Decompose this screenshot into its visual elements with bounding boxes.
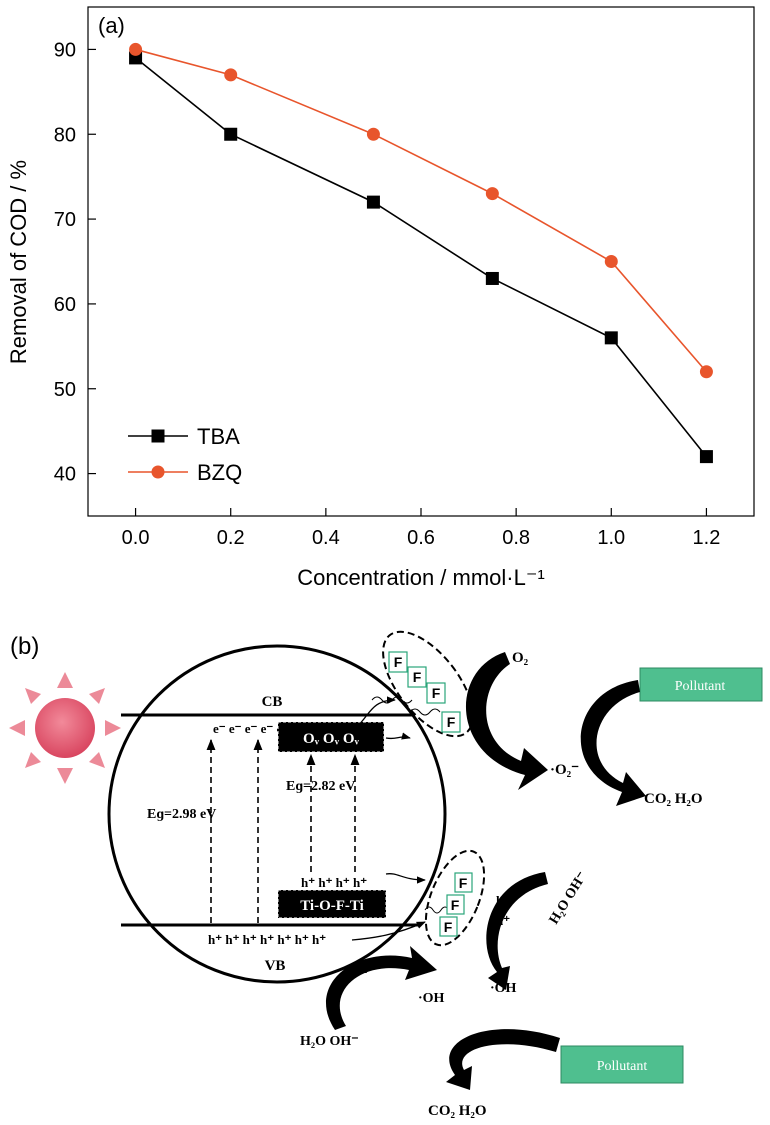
h2o-oh-label-left: H₂O OH⁻ bbox=[300, 1034, 359, 1049]
band-gap-2: Eɡ=2.82 eV bbox=[286, 779, 355, 794]
panel-a-line-chart: (a) 0.0 0.2 0.4 0.6 0.8 1.0 1.2 40 50 60 70 80 90 C… bbox=[6, 6, 755, 590]
hydroxyl-pathway-left: h⁺ ·OH H₂O OH⁻ bbox=[300, 946, 445, 1049]
y-tick-label: 40 bbox=[54, 464, 76, 486]
data-point-tba bbox=[604, 331, 618, 345]
h-plus-left: h⁺ bbox=[360, 961, 374, 976]
hydroxyl-pathway-right: H₂O OH⁻ h⁺ h⁺ ·OH bbox=[486, 869, 590, 996]
legend-label-bzq: BZQ bbox=[197, 460, 242, 485]
oh-radical-left: ·OH bbox=[418, 991, 445, 1006]
x-tick-label: 1.2 bbox=[693, 527, 721, 549]
fluorine-cluster-bottom: F F F bbox=[424, 849, 486, 947]
data-point-tba bbox=[485, 271, 499, 285]
x-tick-label: 0.8 bbox=[502, 527, 530, 549]
f-site-6: F bbox=[451, 897, 460, 913]
x-axis-label: Concentration / mmol·L⁻¹ bbox=[297, 565, 545, 590]
products-label-top: CO₂ H₂O bbox=[644, 791, 703, 807]
series-line-bzq bbox=[135, 48, 708, 373]
data-point-bzq bbox=[699, 365, 713, 379]
band-structure-circle bbox=[107, 644, 447, 984]
degradation-arrow-bottom bbox=[446, 1029, 560, 1090]
x-tick-label: 0.2 bbox=[217, 527, 245, 549]
y-tick-label: 80 bbox=[54, 124, 76, 146]
legend-marker-bzq bbox=[151, 465, 165, 479]
vb-holes: h⁺ h⁺ h⁺ h⁺ h⁺ h⁺ h⁺ bbox=[208, 932, 326, 947]
legend-label-tba: TBA bbox=[197, 424, 240, 449]
panel-b-mechanism-diagram: (b) CB VB e⁻ e⁻ e⁻ e⁻ e⁻ e⁻ e⁻ h⁺ h⁺ h⁺ … bbox=[9, 630, 763, 1119]
pollutant-box-bottom bbox=[560, 1045, 684, 1084]
data-point-tba bbox=[366, 195, 380, 209]
data-point-bzq bbox=[485, 187, 499, 201]
charge-transfer-arrows bbox=[344, 696, 426, 941]
ti-o-f-ti-label: Ti-O-F-Ti bbox=[300, 898, 364, 914]
band-gap-1: Eɡ=2.98 eV bbox=[147, 807, 216, 822]
h-plus-right-2: h⁺ bbox=[496, 913, 510, 928]
f-site-2: F bbox=[413, 669, 422, 685]
plot-frame bbox=[87, 6, 755, 517]
f-site-4: F bbox=[447, 714, 456, 730]
data-point-bzq bbox=[366, 127, 380, 141]
data-point-bzq bbox=[224, 68, 238, 82]
oxygen-label: O₂ bbox=[512, 650, 529, 666]
electron-1: e⁻ bbox=[474, 684, 486, 698]
degradation-arrow-top bbox=[580, 680, 646, 806]
series-line-tba bbox=[135, 57, 708, 458]
chart-legend: TBA BZQ bbox=[128, 424, 242, 485]
cb-label: CB bbox=[262, 694, 283, 710]
electron-2: e⁻ bbox=[474, 702, 486, 716]
pollutant-box-top bbox=[639, 667, 763, 702]
panel-b-label: (b) bbox=[10, 633, 39, 660]
data-point-bzq bbox=[129, 42, 143, 56]
data-point-tba bbox=[699, 450, 713, 464]
pollutant-label-bottom: Pollutant bbox=[597, 1059, 648, 1074]
y-tick-label: 60 bbox=[54, 294, 76, 316]
excitation-arrows bbox=[206, 738, 360, 923]
superoxide-label: ·O₂⁻ bbox=[550, 762, 579, 778]
data-point-tba bbox=[224, 127, 238, 141]
x-tick-label: 1.0 bbox=[597, 527, 625, 549]
ti-o-f-ti-box bbox=[277, 889, 387, 919]
oxygen-vacancy-label: Oᵥ Oᵥ Oᵥ bbox=[303, 731, 359, 747]
oxygen-vacancy-box bbox=[277, 721, 385, 753]
superoxide-pathway: O₂ e⁻ e⁻ ·O₂⁻ bbox=[465, 650, 579, 790]
y-tick-label: 90 bbox=[54, 39, 76, 61]
series-layer bbox=[129, 42, 713, 464]
x-tick-label: 0.6 bbox=[407, 527, 435, 549]
mid-holes: h⁺ h⁺ h⁺ h⁺ bbox=[301, 875, 367, 890]
y-tick-label: 50 bbox=[54, 379, 76, 401]
products-label-bottom: CO₂ H₂O bbox=[428, 1103, 487, 1119]
fluorine-cluster-top: F F F F bbox=[382, 630, 474, 738]
y-tick-label: 70 bbox=[54, 209, 76, 231]
data-point-bzq bbox=[604, 255, 618, 268]
pollutant-label-top: Pollutant bbox=[675, 679, 726, 694]
f-site-7: F bbox=[444, 919, 453, 935]
y-axis-ticks: 40 50 60 70 80 90 bbox=[54, 39, 96, 486]
y-axis-label: Removal of COD / % bbox=[6, 160, 31, 364]
f-site-1: F bbox=[394, 654, 403, 670]
x-tick-label: 0.4 bbox=[312, 527, 340, 549]
x-axis-ticks: 0.0 0.2 0.4 0.6 0.8 1.0 1.2 bbox=[122, 508, 721, 549]
vb-label: VB bbox=[265, 958, 286, 974]
f-site-5: F bbox=[459, 875, 468, 891]
f-site-3: F bbox=[432, 685, 441, 701]
x-tick-label: 0.0 bbox=[122, 527, 150, 549]
oh-radical-right: ·OH bbox=[490, 981, 517, 996]
legend-marker-tba bbox=[151, 429, 165, 443]
h-plus-right-1: h⁺ bbox=[496, 893, 510, 908]
panel-a-label: (a) bbox=[98, 13, 125, 38]
h2o-oh-label-right: H₂O OH⁻ bbox=[547, 869, 591, 927]
sun-icon bbox=[9, 672, 121, 784]
